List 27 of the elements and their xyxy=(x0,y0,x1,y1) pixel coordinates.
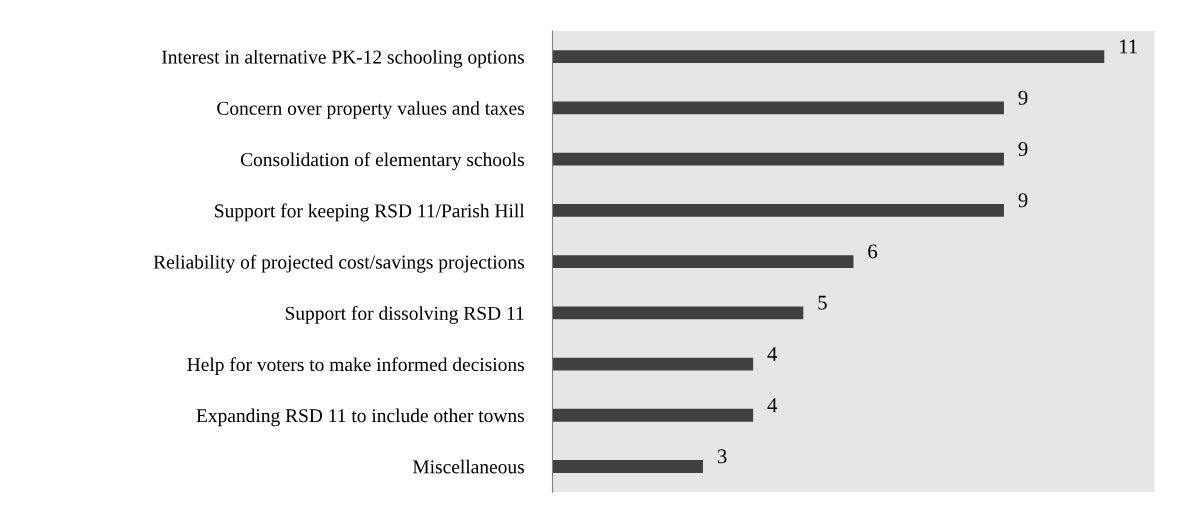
y-tick-label: Concern over property values and taxes xyxy=(217,101,524,119)
data-label: 9 xyxy=(1018,142,1028,157)
y-tick-label: Interest in alternative PK-12 schooling options xyxy=(161,49,524,68)
data-label: 11 xyxy=(1120,39,1137,54)
bar xyxy=(552,408,754,422)
data-label: 4 xyxy=(767,347,778,361)
y-tick-label: Support for dissolving RSD 11 xyxy=(285,305,524,324)
y-tick-label: Help for voters to make informed decisions xyxy=(187,357,524,376)
data-label: 3 xyxy=(717,449,727,464)
data-label: 5 xyxy=(818,295,827,310)
bar xyxy=(552,152,1004,166)
bar xyxy=(552,460,703,473)
bar xyxy=(552,306,804,320)
bar xyxy=(552,255,854,268)
y-tick-label: Expanding RSD 11 to include other towns xyxy=(196,408,524,427)
y-tick-label: Reliability of projected cost/savings projections xyxy=(153,254,524,273)
y-tick-label: Support for keeping RSD 11/Parish Hill xyxy=(215,203,525,222)
bar xyxy=(552,203,1004,217)
bar xyxy=(552,357,754,371)
y-tick-label: Miscellaneous xyxy=(412,459,524,474)
data-label: 4 xyxy=(767,398,778,412)
data-label: 6 xyxy=(868,244,878,259)
y-tick-label: Consolidation of elementary schools xyxy=(240,152,524,171)
data-label: 9 xyxy=(1018,90,1028,105)
data-label: 9 xyxy=(1018,193,1028,208)
bar xyxy=(552,101,1004,115)
bar xyxy=(552,50,1105,64)
